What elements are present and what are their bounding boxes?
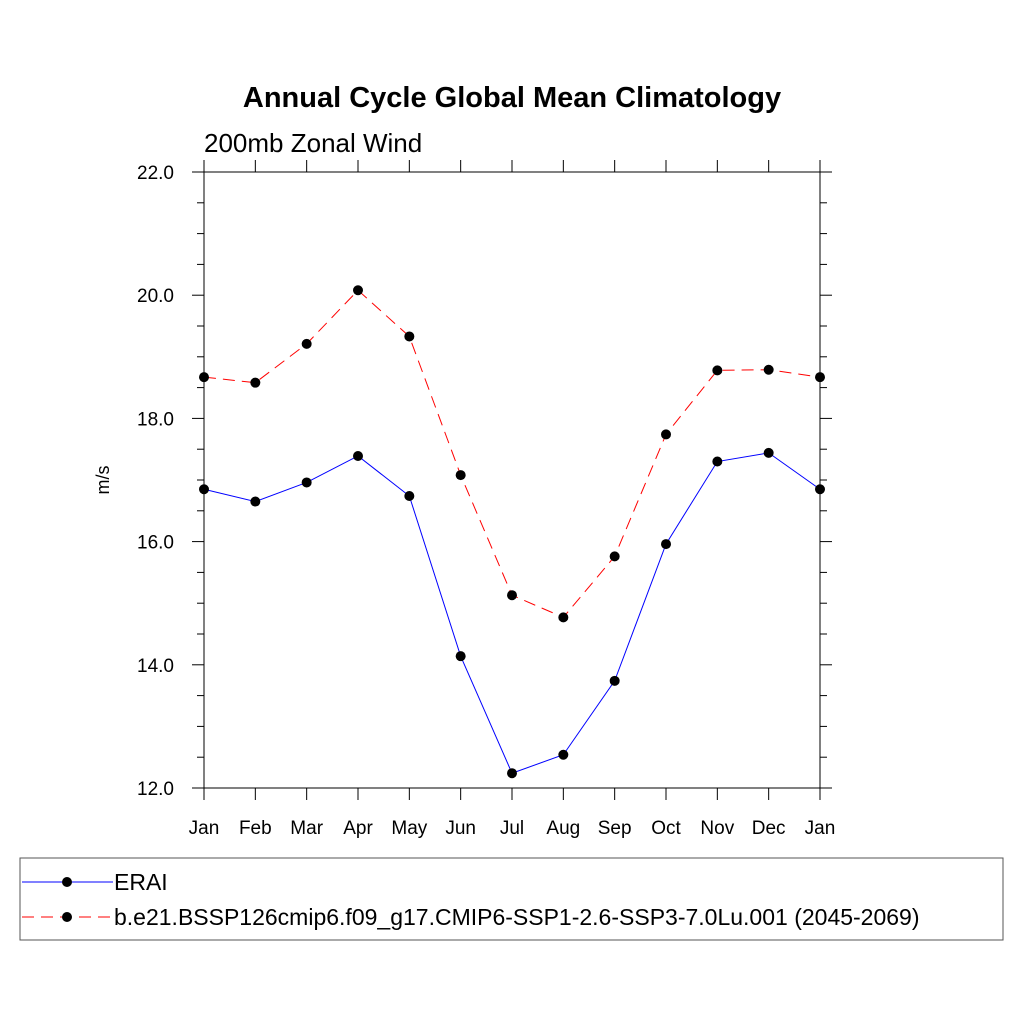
data-point	[661, 539, 671, 550]
data-point	[404, 331, 415, 342]
data-point	[712, 365, 723, 376]
x-tick-label: Oct	[651, 818, 681, 839]
data-point	[661, 429, 671, 440]
data-point	[353, 450, 363, 461]
x-tick-label: Jan	[805, 818, 836, 839]
data-point	[250, 377, 261, 388]
y-tick-label: 18.0	[137, 409, 174, 430]
y-tick-label: 16.0	[137, 533, 174, 554]
y-tick-label: 22.0	[137, 163, 174, 184]
x-tick-label: Jun	[445, 818, 476, 839]
data-point	[250, 496, 261, 507]
x-tick-labels: Jan Feb Mar Apr May Jun Jul Aug Sep Oct Nov Dec Jan	[189, 818, 836, 839]
series-line	[203, 452, 821, 774]
legend-label: ERAI	[114, 869, 168, 895]
plot-frame	[203, 171, 821, 789]
x-tick-label: May	[391, 818, 427, 839]
series-line	[203, 289, 821, 618]
data-point	[815, 484, 825, 495]
data-point	[609, 551, 620, 562]
data-point	[301, 338, 312, 349]
x-tick-label: Nov	[700, 818, 734, 839]
chart-subtitle: 200mb Zonal Wind	[204, 128, 422, 158]
data-point	[507, 768, 517, 779]
data-point	[199, 372, 209, 383]
data-point	[301, 477, 312, 488]
data-point	[353, 285, 363, 296]
legend-marker	[62, 877, 72, 887]
data-point	[558, 749, 569, 760]
x-tick-label: Mar	[290, 818, 323, 839]
legend-box	[19, 857, 1004, 941]
data-point	[712, 456, 723, 467]
x-tick-label: Aug	[546, 818, 580, 839]
y-tick-label: 12.0	[137, 779, 174, 800]
x-tick-label: Sep	[598, 818, 632, 839]
data-point	[558, 612, 569, 623]
x-tick-label: Dec	[752, 818, 786, 839]
x-tick-label: Jul	[500, 818, 524, 839]
x-tick-label: Jan	[189, 818, 220, 839]
data-point	[455, 651, 466, 662]
data-point	[763, 447, 774, 458]
data-point	[404, 491, 415, 502]
x-tick-label: Feb	[239, 818, 272, 839]
data-point	[815, 372, 825, 383]
data-point	[199, 484, 209, 495]
chart-title: Annual Cycle Global Mean Climatology	[243, 82, 781, 114]
y-tick-label: 20.0	[137, 286, 174, 307]
axis-ticks	[192, 160, 832, 800]
series-layer	[199, 285, 825, 779]
y-tick-label: 14.0	[137, 656, 174, 677]
data-point	[455, 470, 466, 481]
data-point	[609, 675, 620, 686]
legend-label: b.e21.BSSP126cmip6.f09_g17.CMIP6-SSP1-2.…	[114, 904, 920, 930]
legend: ERAI b.e21.BSSP126cmip6.f09_g17.CMIP6-SSP…	[19, 857, 1004, 941]
data-point	[763, 364, 774, 375]
data-point	[507, 590, 517, 601]
y-axis-label: m/s	[93, 466, 113, 495]
x-tick-label: Apr	[343, 818, 373, 839]
y-tick-labels: 12.0 14.0 16.0 18.0 20.0 22.0	[137, 163, 174, 800]
legend-marker	[62, 912, 72, 922]
